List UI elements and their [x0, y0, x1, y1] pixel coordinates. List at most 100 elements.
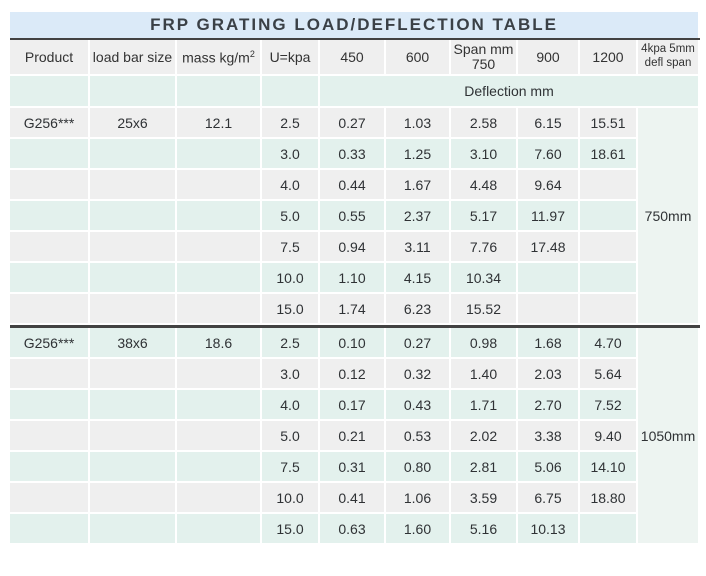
deflection-450-cell: 0.44 — [320, 170, 386, 201]
deflection-900-cell: 1.68 — [518, 328, 580, 359]
col-header-span-600: 600 — [386, 40, 451, 76]
deflection-unit-label: Deflection mm — [320, 76, 701, 108]
load-bar-size-cell — [90, 483, 177, 514]
product-cell — [10, 263, 90, 294]
title-row: FRP GRATING LOAD/DEFLECTION TABLE — [10, 12, 701, 38]
deflection-450-cell: 1.10 — [320, 263, 386, 294]
mass-cell: 12.1 — [177, 108, 262, 139]
mass-cell — [177, 514, 262, 545]
table-row: 3.0 0.12 0.32 1.40 2.03 5.64 — [10, 359, 700, 390]
product-cell — [10, 294, 90, 325]
deflection-1200-cell — [580, 232, 638, 263]
table-row: G256*** 38x6 18.6 2.5 0.10 0.27 0.98 1.6… — [10, 328, 701, 545]
load-bar-size-cell — [90, 390, 177, 421]
load-deflection-table: FRP GRATING LOAD/DEFLECTION TABLE Produc… — [10, 12, 701, 545]
deflection-900-cell: 11.97 — [518, 201, 580, 232]
deflection-750-cell: 5.17 — [451, 201, 518, 232]
deflection-600-cell: 0.43 — [386, 390, 451, 421]
deflection-750-cell: 1.71 — [451, 390, 518, 421]
u-kpa-cell: 7.5 — [262, 452, 320, 483]
deflection-1200-cell — [580, 201, 638, 232]
load-bar-size-cell — [90, 201, 177, 232]
mass-cell — [177, 421, 262, 452]
u-kpa-cell: 10.0 — [262, 263, 320, 294]
mass-cell — [177, 452, 262, 483]
table-row: 10.0 1.10 4.15 10.34 — [10, 263, 700, 294]
load-bar-size-cell — [90, 452, 177, 483]
deflection-450-cell: 0.31 — [320, 452, 386, 483]
deflection-1200-cell: 4.70 — [580, 328, 638, 359]
deflection-1200-cell: 14.10 — [580, 452, 638, 483]
product-cell — [10, 232, 90, 263]
col-header-defl-span: 4kpa 5mm defl span — [638, 40, 701, 76]
u-kpa-cell: 3.0 — [262, 359, 320, 390]
product-cell — [10, 201, 90, 232]
span-group-label: Span mm — [453, 40, 514, 57]
load-bar-size-cell — [90, 294, 177, 325]
deflection-450-cell: 0.27 — [320, 108, 386, 139]
mass-cell — [177, 294, 262, 325]
u-kpa-cell: 15.0 — [262, 294, 320, 325]
product-cell — [10, 390, 90, 421]
load-bar-size-cell — [90, 514, 177, 545]
u-kpa-cell: 4.0 — [262, 170, 320, 201]
empty-cell — [90, 76, 177, 108]
deflection-750-cell: 2.02 — [451, 421, 518, 452]
deflection-900-cell: 17.48 — [518, 232, 580, 263]
col-header-span-450: 450 — [320, 40, 386, 76]
col-header-span-1200: 1200 — [580, 40, 638, 76]
deflection-1200-cell: 15.51 — [580, 108, 638, 139]
defl-span-label-line2: defl span — [644, 57, 692, 69]
divider-line — [10, 38, 701, 40]
defl-span-label-line1: 4kpa 5mm — [641, 43, 695, 56]
deflection-900-cell: 2.03 — [518, 359, 580, 390]
deflection-900-cell: 5.06 — [518, 452, 580, 483]
col-header-u-kpa: U=kpa — [262, 40, 320, 76]
deflection-600-cell: 1.25 — [386, 139, 451, 170]
deflection-600-cell: 1.06 — [386, 483, 451, 514]
deflection-750-cell: 2.58 — [451, 108, 518, 139]
load-bar-size-cell — [90, 421, 177, 452]
deflection-1200-cell: 5.64 — [580, 359, 638, 390]
deflection-900-cell: 3.38 — [518, 421, 580, 452]
deflection-600-cell: 2.37 — [386, 201, 451, 232]
table-row: 5.0 0.21 0.53 2.02 3.38 9.40 — [10, 421, 700, 452]
divider-line — [10, 325, 701, 328]
deflection-900-cell: 7.60 — [518, 139, 580, 170]
product-cell — [10, 514, 90, 545]
u-kpa-cell: 2.5 — [262, 108, 320, 139]
product-cell — [10, 359, 90, 390]
deflection-1200-cell — [580, 294, 638, 325]
deflection-unit-row: Deflection mm — [10, 76, 701, 108]
table-row: 15.0 1.74 6.23 15.52 — [10, 294, 700, 325]
deflection-450-cell: 0.12 — [320, 359, 386, 390]
deflection-750-cell: 2.81 — [451, 452, 518, 483]
deflection-750-cell: 15.52 — [451, 294, 518, 325]
span-750-label: 750 — [471, 56, 496, 72]
deflection-450-cell: 0.21 — [320, 421, 386, 452]
load-bar-size-cell — [90, 139, 177, 170]
load-bar-size-cell: 25x6 — [90, 108, 177, 139]
table-row: G256*** 25x6 12.1 2.5 0.27 1.03 2.58 6.1… — [10, 108, 701, 325]
deflection-900-cell — [518, 263, 580, 294]
deflection-600-cell: 1.60 — [386, 514, 451, 545]
table-title: FRP GRATING LOAD/DEFLECTION TABLE — [10, 12, 701, 38]
mass-label: mass kg/m — [182, 49, 250, 66]
empty-cell — [10, 76, 90, 108]
mass-cell — [177, 139, 262, 170]
product-cell — [10, 170, 90, 201]
mass-cell — [177, 359, 262, 390]
deflection-450-cell: 1.74 — [320, 294, 386, 325]
empty-cell — [262, 76, 320, 108]
deflection-600-cell: 3.11 — [386, 232, 451, 263]
mass-cell — [177, 170, 262, 201]
u-kpa-cell: 4.0 — [262, 390, 320, 421]
mass-cell — [177, 201, 262, 232]
deflection-1200-cell — [580, 263, 638, 294]
u-kpa-cell: 15.0 — [262, 514, 320, 545]
deflection-600-cell: 1.67 — [386, 170, 451, 201]
deflection-750-cell: 5.16 — [451, 514, 518, 545]
mass-cell — [177, 232, 262, 263]
defl-span-merged-cell: 750mm — [638, 108, 701, 325]
mass-cell — [177, 263, 262, 294]
